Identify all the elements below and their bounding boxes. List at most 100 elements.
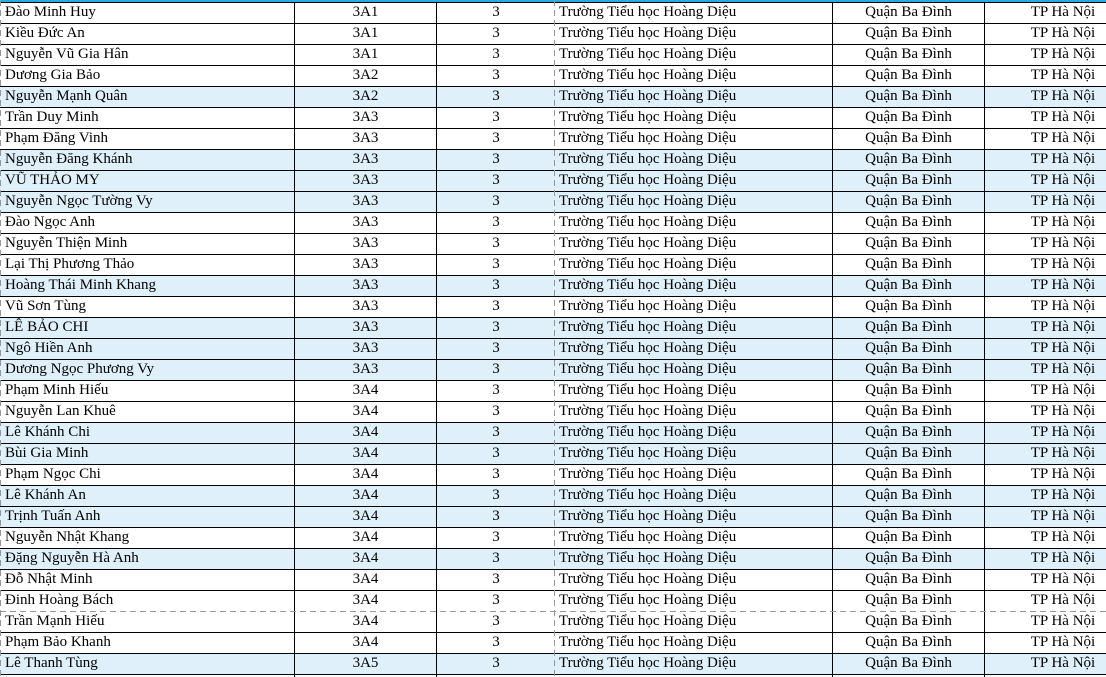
- cell-district[interactable]: Quận Ba Đình: [833, 66, 985, 87]
- cell-district[interactable]: Quận Ba Đình: [833, 465, 985, 486]
- cell-school[interactable]: Trường Tiểu học Hoàng Diệu: [555, 423, 833, 444]
- cell-district[interactable]: Quận Ba Đình: [833, 255, 985, 276]
- cell-district[interactable]: Quận Ba Đình: [833, 318, 985, 339]
- cell-city[interactable]: TP Hà Nội: [985, 381, 1106, 402]
- cell-class[interactable]: 3A4: [295, 591, 437, 612]
- cell-city[interactable]: TP Hà Nội: [985, 465, 1106, 486]
- cell-name[interactable]: Phạm Minh Hiếu: [0, 381, 295, 402]
- cell-school[interactable]: Trường Tiểu học Hoàng Diệu: [555, 360, 833, 381]
- cell-class[interactable]: 3A4: [295, 633, 437, 654]
- cell-city[interactable]: TP Hà Nội: [985, 339, 1106, 360]
- cell-district[interactable]: Quận Ba Đình: [833, 360, 985, 381]
- cell-city[interactable]: TP Hà Nội: [985, 528, 1106, 549]
- cell-name[interactable]: [0, 675, 295, 677]
- cell-district[interactable]: Quận Ba Đình: [833, 633, 985, 654]
- cell-school[interactable]: Trường Tiểu học Hoàng Diệu: [555, 507, 833, 528]
- cell-district[interactable]: Quận Ba Đình: [833, 591, 985, 612]
- cell-city[interactable]: TP Hà Nội: [985, 633, 1106, 654]
- cell-district[interactable]: Quận Ba Đình: [833, 234, 985, 255]
- cell-school[interactable]: Trường Tiểu học Hoàng Diệu: [555, 339, 833, 360]
- cell-school[interactable]: Trường Tiểu học Hoàng Diệu: [555, 318, 833, 339]
- cell-district[interactable]: Quận Ba Đình: [833, 87, 985, 108]
- cell-school[interactable]: Trường Tiểu học Hoàng Diệu: [555, 633, 833, 654]
- cell-grade[interactable]: 3: [437, 339, 555, 360]
- cell-class[interactable]: 3A4: [295, 570, 437, 591]
- cell-class[interactable]: 3A4: [295, 423, 437, 444]
- cell-district[interactable]: Quận Ba Đình: [833, 24, 985, 45]
- cell-class[interactable]: 3A4: [295, 549, 437, 570]
- cell-school[interactable]: Trường Tiểu học Hoàng Diệu: [555, 24, 833, 45]
- cell-class[interactable]: 3A4: [295, 402, 437, 423]
- cell-grade[interactable]: 3: [437, 654, 555, 675]
- cell-district[interactable]: Quận Ba Đình: [833, 192, 985, 213]
- cell-name[interactable]: Trần Duy Minh: [0, 108, 295, 129]
- cell-city[interactable]: TP Hà Nội: [985, 129, 1106, 150]
- cell-district[interactable]: Quận Ba Đình: [833, 423, 985, 444]
- cell-school[interactable]: [555, 675, 833, 677]
- cell-name[interactable]: Lê Khánh An: [0, 486, 295, 507]
- cell-district[interactable]: [833, 675, 985, 677]
- cell-school[interactable]: Trường Tiểu học Hoàng Diệu: [555, 255, 833, 276]
- cell-city[interactable]: TP Hà Nội: [985, 213, 1106, 234]
- cell-class[interactable]: 3A3: [295, 108, 437, 129]
- cell-class[interactable]: 3A3: [295, 255, 437, 276]
- cell-district[interactable]: Quận Ba Đình: [833, 339, 985, 360]
- cell-school[interactable]: Trường Tiểu học Hoàng Diệu: [555, 129, 833, 150]
- cell-city[interactable]: TP Hà Nội: [985, 654, 1106, 675]
- cell-name[interactable]: Dương Gia Bảo: [0, 66, 295, 87]
- cell-city[interactable]: TP Hà Nội: [985, 591, 1106, 612]
- cell-grade[interactable]: 3: [437, 192, 555, 213]
- cell-name[interactable]: Vũ Sơn Tùng: [0, 297, 295, 318]
- cell-name[interactable]: Đào Minh Huy: [0, 3, 295, 24]
- cell-name[interactable]: Nguyễn Ngọc Tường Vy: [0, 192, 295, 213]
- cell-grade[interactable]: 3: [437, 612, 555, 633]
- cell-name[interactable]: Đặng Nguyễn Hà Anh: [0, 549, 295, 570]
- cell-class[interactable]: 3A1: [295, 45, 437, 66]
- cell-name[interactable]: Đào Ngọc Anh: [0, 213, 295, 234]
- cell-name[interactable]: Kiều Đức An: [0, 24, 295, 45]
- cell-city[interactable]: TP Hà Nội: [985, 255, 1106, 276]
- cell-class[interactable]: 3A1: [295, 24, 437, 45]
- cell-city[interactable]: TP Hà Nội: [985, 318, 1106, 339]
- cell-city[interactable]: TP Hà Nội: [985, 24, 1106, 45]
- cell-name[interactable]: Lê Khánh Chi: [0, 423, 295, 444]
- cell-grade[interactable]: 3: [437, 444, 555, 465]
- cell-name[interactable]: Trịnh Tuấn Anh: [0, 507, 295, 528]
- cell-school[interactable]: Trường Tiểu học Hoàng Diệu: [555, 66, 833, 87]
- cell-name[interactable]: Ngô Hiền Anh: [0, 339, 295, 360]
- cell-city[interactable]: TP Hà Nội: [985, 3, 1106, 24]
- cell-district[interactable]: Quận Ba Đình: [833, 528, 985, 549]
- cell-class[interactable]: 3A2: [295, 66, 437, 87]
- cell-grade[interactable]: 3: [437, 129, 555, 150]
- cell-school[interactable]: Trường Tiểu học Hoàng Diệu: [555, 465, 833, 486]
- cell-city[interactable]: TP Hà Nội: [985, 297, 1106, 318]
- cell-city[interactable]: TP Hà Nội: [985, 612, 1106, 633]
- cell-school[interactable]: Trường Tiểu học Hoàng Diệu: [555, 381, 833, 402]
- cell-class[interactable]: 3A3: [295, 213, 437, 234]
- cell-name[interactable]: Dương Ngọc Phương Vy: [0, 360, 295, 381]
- cell-district[interactable]: Quận Ba Đình: [833, 570, 985, 591]
- cell-district[interactable]: Quận Ba Đình: [833, 402, 985, 423]
- cell-grade[interactable]: 3: [437, 66, 555, 87]
- cell-school[interactable]: Trường Tiểu học Hoàng Diệu: [555, 108, 833, 129]
- cell-city[interactable]: TP Hà Nội: [985, 234, 1106, 255]
- cell-name[interactable]: Trần Mạnh Hiếu: [0, 612, 295, 633]
- cell-school[interactable]: Trường Tiểu học Hoàng Diệu: [555, 192, 833, 213]
- cell-school[interactable]: Trường Tiểu học Hoàng Diệu: [555, 234, 833, 255]
- cell-city[interactable]: TP Hà Nội: [985, 150, 1106, 171]
- cell-city[interactable]: TP Hà Nội: [985, 87, 1106, 108]
- cell-district[interactable]: Quận Ba Đình: [833, 171, 985, 192]
- cell-school[interactable]: Trường Tiểu học Hoàng Diệu: [555, 570, 833, 591]
- cell-district[interactable]: Quận Ba Đình: [833, 150, 985, 171]
- cell-name[interactable]: Nguyễn Mạnh Quân: [0, 87, 295, 108]
- cell-school[interactable]: Trường Tiểu học Hoàng Diệu: [555, 3, 833, 24]
- cell-district[interactable]: Quận Ba Đình: [833, 3, 985, 24]
- cell-district[interactable]: Quận Ba Đình: [833, 654, 985, 675]
- cell-class[interactable]: 3A4: [295, 528, 437, 549]
- cell-name[interactable]: Đinh Hoàng Bách: [0, 591, 295, 612]
- cell-class[interactable]: 3A4: [295, 612, 437, 633]
- cell-school[interactable]: Trường Tiểu học Hoàng Diệu: [555, 297, 833, 318]
- cell-class[interactable]: 3A3: [295, 234, 437, 255]
- cell-city[interactable]: TP Hà Nội: [985, 66, 1106, 87]
- cell-name[interactable]: Nguyễn Nhật Khang: [0, 528, 295, 549]
